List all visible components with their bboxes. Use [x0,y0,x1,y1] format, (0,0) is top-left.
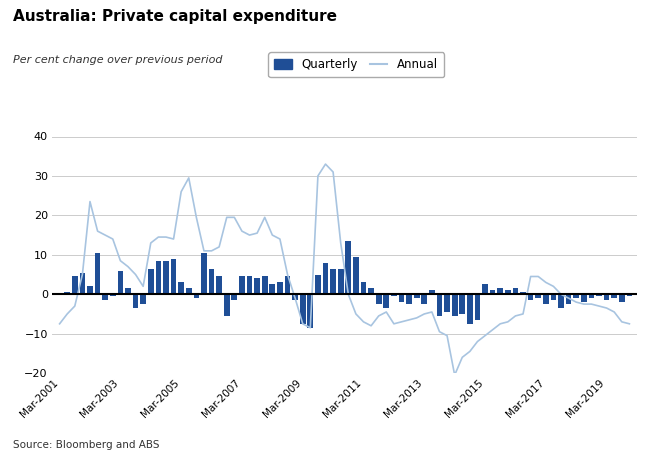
Bar [95,253,101,294]
Bar [231,294,237,300]
Bar [57,293,62,294]
Bar [125,288,131,294]
Bar [155,261,161,294]
Bar [429,290,435,294]
Bar [369,288,374,294]
Bar [612,294,617,298]
Bar [239,277,245,294]
Bar [285,277,291,294]
Bar [300,294,306,324]
Bar [376,294,382,304]
Bar [444,294,450,312]
Bar [72,277,77,294]
Bar [467,294,473,324]
Bar [254,278,260,294]
Bar [497,288,503,294]
Bar [247,277,252,294]
Bar [581,294,587,302]
Bar [102,294,108,300]
Bar [513,288,518,294]
Bar [505,290,511,294]
Bar [490,290,495,294]
Bar [543,294,549,304]
Bar [551,294,556,300]
Bar [140,294,146,304]
Bar [619,294,625,302]
Bar [437,294,442,316]
Bar [307,294,313,328]
Bar [224,294,229,316]
Bar [315,274,320,294]
Bar [292,294,298,300]
Bar [398,294,404,302]
Bar [460,294,465,314]
Bar [194,294,199,298]
Bar [201,253,207,294]
Bar [322,263,328,294]
Bar [171,259,176,294]
Bar [87,286,93,294]
Bar [566,294,571,304]
Bar [536,294,541,298]
Bar [520,292,526,294]
Bar [384,294,389,308]
Bar [133,294,138,308]
Text: Source: Bloomberg and ABS: Source: Bloomberg and ABS [13,440,159,450]
Bar [421,294,427,304]
Bar [406,294,412,304]
Bar [414,294,419,298]
Bar [361,283,367,294]
Bar [277,283,283,294]
Bar [262,277,268,294]
Bar [528,294,534,300]
Bar [186,288,192,294]
Bar [330,268,336,294]
Bar [270,284,275,294]
Bar [588,294,594,298]
Bar [482,284,488,294]
Bar [178,283,184,294]
Bar [474,294,480,320]
Bar [391,294,396,296]
Legend: Quarterly, Annual: Quarterly, Annual [268,52,444,77]
Bar [79,273,85,294]
Bar [452,294,458,316]
Bar [558,294,564,308]
Bar [345,241,351,294]
Bar [596,294,602,296]
Bar [216,277,222,294]
Bar [118,271,124,294]
Bar [209,268,214,294]
Text: Australia: Private capital expenditure: Australia: Private capital expenditure [13,9,337,24]
Bar [338,268,344,294]
Bar [163,261,169,294]
Bar [148,268,153,294]
Bar [627,294,632,296]
Bar [604,294,610,300]
Bar [110,294,116,296]
Bar [353,257,359,294]
Bar [573,294,579,298]
Bar [64,292,70,294]
Text: Per cent change over previous period: Per cent change over previous period [13,55,222,65]
